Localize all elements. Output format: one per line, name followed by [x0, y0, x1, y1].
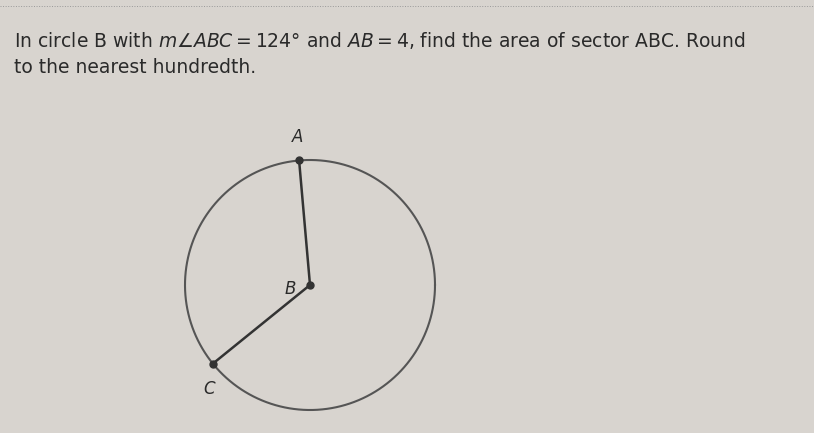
- Text: In circle B with $m\angle ABC = 124°$ and $AB = 4$, find the area of sector ABC.: In circle B with $m\angle ABC = 124°$ an…: [14, 30, 746, 51]
- Text: B: B: [285, 280, 296, 298]
- Text: A: A: [291, 129, 303, 146]
- Text: C: C: [204, 380, 215, 397]
- Text: to the nearest hundredth.: to the nearest hundredth.: [14, 58, 256, 77]
